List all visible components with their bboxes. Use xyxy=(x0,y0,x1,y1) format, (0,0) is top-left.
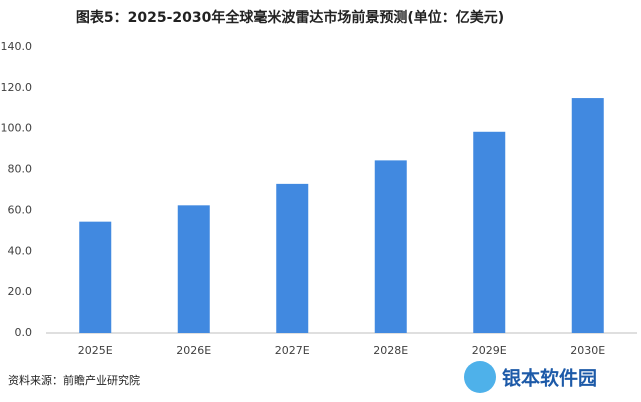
watermark-logo: 银本软件园 xyxy=(464,361,597,393)
y-tick-label: 120.0 xyxy=(1,81,33,94)
y-tick-label: 100.0 xyxy=(1,122,33,135)
y-tick-label: 40.0 xyxy=(8,244,33,257)
chart-title: 图表5：2025-2030年全球毫米波雷达市场前景预测(单位：亿美元) xyxy=(76,9,504,26)
bar xyxy=(177,205,210,333)
x-tick-label: 2029E xyxy=(472,344,507,357)
bar xyxy=(571,98,604,333)
bar xyxy=(276,183,309,333)
watermark-icon xyxy=(464,361,496,393)
x-tick-label: 2028E xyxy=(373,344,408,357)
y-tick-label: 80.0 xyxy=(8,163,33,176)
x-tick-label: 2025E xyxy=(78,344,113,357)
y-tick-label: 60.0 xyxy=(8,203,33,216)
watermark-text: 银本软件园 xyxy=(502,367,597,390)
y-tick-label: 0.0 xyxy=(15,326,33,339)
x-tick-label: 2026E xyxy=(176,344,211,357)
bar xyxy=(374,160,407,333)
source-note: 资料来源：前瞻产业研究院 xyxy=(8,373,140,387)
x-tick-label: 2027E xyxy=(275,344,310,357)
y-tick-label: 20.0 xyxy=(8,285,33,298)
bar xyxy=(79,221,112,333)
bar xyxy=(473,131,506,333)
y-tick-label: 140.0 xyxy=(1,40,33,53)
x-tick-label: 2030E xyxy=(570,344,605,357)
